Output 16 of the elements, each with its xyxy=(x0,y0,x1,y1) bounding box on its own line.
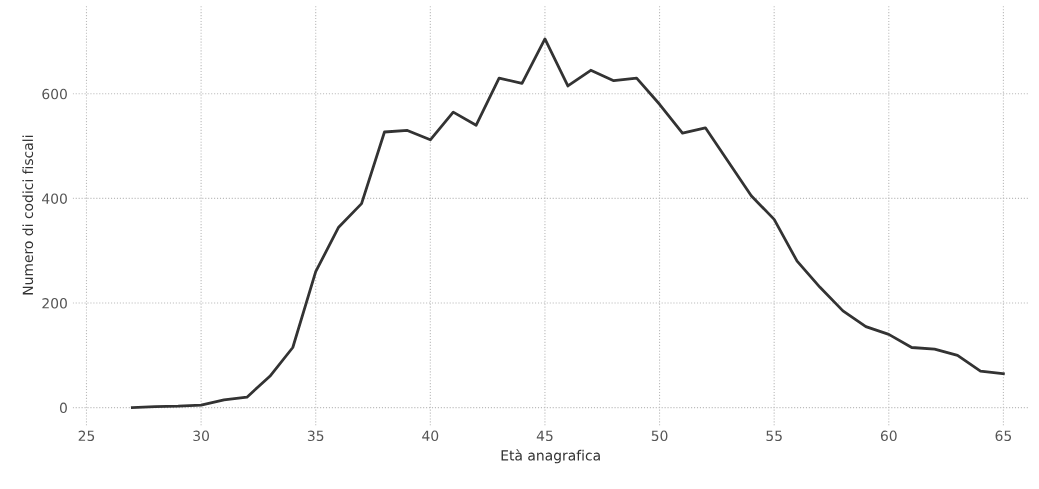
x-tick-label: 45 xyxy=(536,430,553,442)
y-tick-label: 200 xyxy=(42,298,67,309)
x-tick-label: 50 xyxy=(651,430,668,442)
x-tick-label: 60 xyxy=(880,430,897,442)
y-tick-label: 600 xyxy=(42,88,67,100)
x-tick-label: 30 xyxy=(193,430,210,442)
y-tick-label: 400 xyxy=(42,193,67,204)
y-axis-title: Numero di codici fiscali xyxy=(22,135,34,295)
x-tick-label: 65 xyxy=(995,430,1012,442)
x-tick-label: 40 xyxy=(422,430,439,442)
x-tick-label: 35 xyxy=(307,430,324,442)
x-axis-title: Età anagrafica xyxy=(501,449,600,464)
y-tick-label: 0 xyxy=(59,402,67,414)
line-series xyxy=(130,37,1005,410)
x-tick-label: 55 xyxy=(766,430,782,442)
x-tick-label: 25 xyxy=(78,430,95,442)
